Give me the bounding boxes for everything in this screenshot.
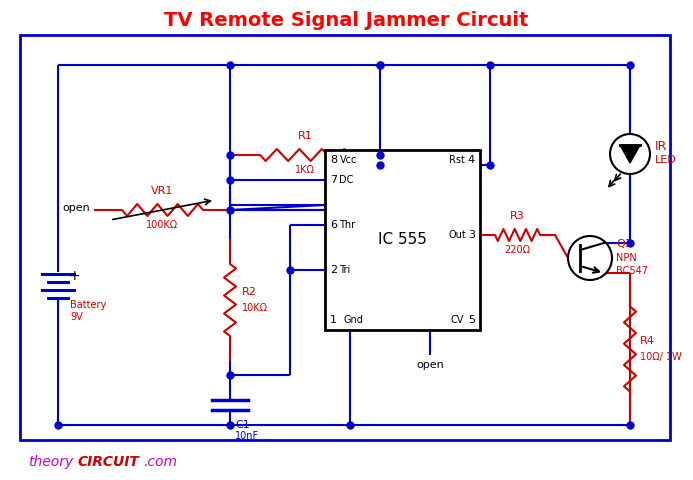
Text: .com: .com xyxy=(143,455,177,469)
Text: VR1: VR1 xyxy=(151,186,174,196)
Circle shape xyxy=(568,236,612,280)
Text: C1: C1 xyxy=(235,420,249,430)
Text: 9V: 9V xyxy=(70,312,82,322)
Text: 100KΩ: 100KΩ xyxy=(146,220,179,230)
Bar xyxy=(20,35,670,440)
Text: open: open xyxy=(416,360,444,370)
Text: CIRCUIT: CIRCUIT xyxy=(78,455,140,469)
Text: 1: 1 xyxy=(330,315,337,325)
Text: LED: LED xyxy=(655,155,677,165)
Text: Thr: Thr xyxy=(339,220,355,230)
Text: theory: theory xyxy=(28,455,73,469)
Text: 1KΩ: 1KΩ xyxy=(295,165,315,175)
Text: NPN: NPN xyxy=(616,253,637,263)
Text: R4: R4 xyxy=(640,336,655,346)
Text: Tri: Tri xyxy=(339,265,350,275)
Text: Battery: Battery xyxy=(70,300,106,310)
Text: open: open xyxy=(62,203,90,213)
Text: TV Remote Signal Jammer Circuit: TV Remote Signal Jammer Circuit xyxy=(164,11,528,29)
Text: 6: 6 xyxy=(330,220,337,230)
Text: IC 555: IC 555 xyxy=(378,232,427,248)
Text: 10KΩ: 10KΩ xyxy=(242,303,268,313)
Text: R3: R3 xyxy=(510,211,525,221)
Text: CV: CV xyxy=(450,315,464,325)
Text: IR: IR xyxy=(655,140,667,153)
Text: R2: R2 xyxy=(242,287,257,297)
Text: +: + xyxy=(68,269,80,283)
Text: Out: Out xyxy=(448,230,466,240)
Text: 2: 2 xyxy=(330,265,337,275)
Text: 10Ω/ 1W: 10Ω/ 1W xyxy=(640,352,682,362)
Text: 5: 5 xyxy=(468,315,475,325)
Text: 8: 8 xyxy=(330,155,337,165)
Text: Q1: Q1 xyxy=(616,239,632,249)
Text: Rst: Rst xyxy=(449,155,465,165)
Text: DC: DC xyxy=(339,175,353,185)
Text: Vcc: Vcc xyxy=(340,155,358,165)
Text: 220Ω: 220Ω xyxy=(505,245,531,255)
Text: Gnd: Gnd xyxy=(343,315,363,325)
Bar xyxy=(325,150,480,330)
Text: 10nF: 10nF xyxy=(235,431,259,441)
Text: BC547: BC547 xyxy=(616,266,648,276)
Text: 3: 3 xyxy=(468,230,475,240)
Polygon shape xyxy=(620,145,640,163)
Text: 7: 7 xyxy=(330,175,337,185)
Text: R1: R1 xyxy=(297,131,313,141)
Text: 4: 4 xyxy=(468,155,475,165)
Circle shape xyxy=(610,134,650,174)
